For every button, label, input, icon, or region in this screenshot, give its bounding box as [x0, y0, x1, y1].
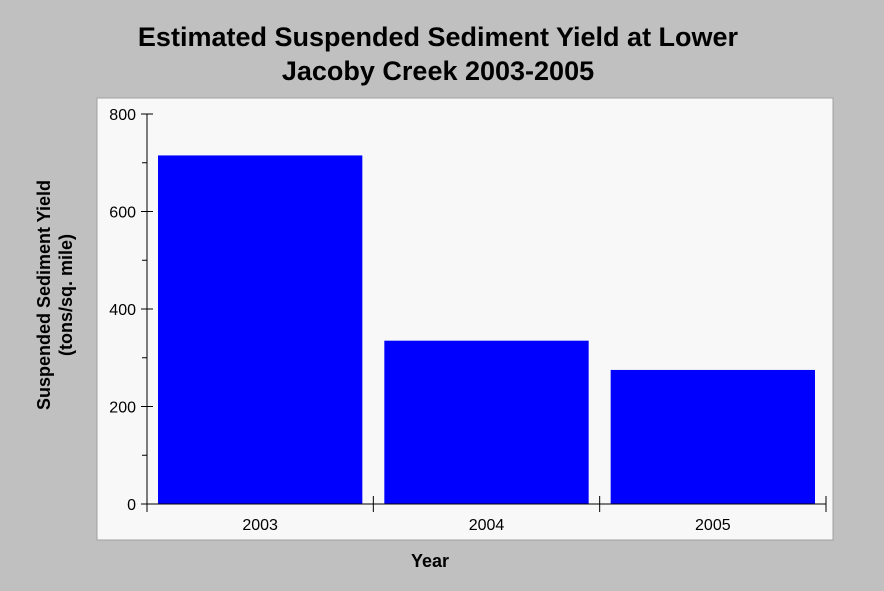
- x-tick-label: 2003: [242, 517, 278, 534]
- chart-title-line-1: Estimated Suspended Sediment Yield at Lo…: [138, 22, 739, 52]
- bar-2004: [384, 340, 589, 504]
- x-tick-label: 2004: [469, 517, 505, 534]
- y-tick-label: 200: [109, 400, 136, 417]
- x-axis-title: Year: [411, 551, 449, 571]
- bar-2005: [610, 369, 815, 504]
- y-tick-label: 0: [127, 497, 136, 514]
- y-axis-title-line-1: Suspended Sediment Yield: [34, 180, 54, 410]
- y-tick-label: 800: [109, 107, 136, 124]
- chart-title-line-2: Jacoby Creek 2003-2005: [282, 56, 594, 86]
- bar-2003: [158, 155, 363, 504]
- y-axis-title-line-2: (tons/sq. mile): [56, 234, 76, 356]
- y-tick-label: 600: [109, 205, 136, 222]
- x-tick-label: 2005: [695, 517, 731, 534]
- y-tick-label: 400: [109, 302, 136, 319]
